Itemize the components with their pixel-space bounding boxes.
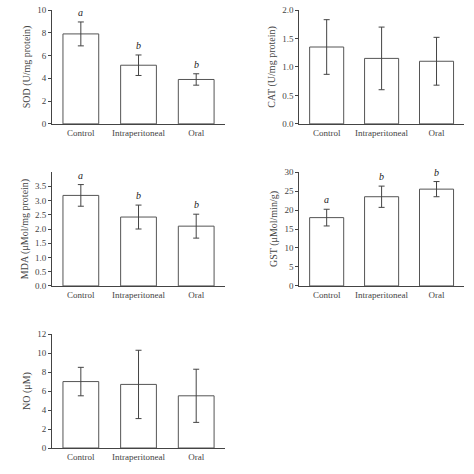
- svg-text:b: b: [136, 190, 141, 201]
- svg-text:1.5: 1.5: [35, 238, 47, 248]
- svg-text:1.0: 1.0: [35, 253, 47, 263]
- svg-text:Oral: Oral: [188, 452, 204, 462]
- svg-text:Oral: Oral: [188, 128, 204, 138]
- svg-text:20: 20: [284, 205, 294, 215]
- svg-text:6: 6: [42, 386, 47, 396]
- svg-text:b: b: [434, 167, 439, 178]
- svg-text:25: 25: [284, 186, 294, 196]
- svg-text:8: 8: [42, 367, 47, 377]
- svg-text:2.5: 2.5: [35, 210, 47, 220]
- svg-text:Control: Control: [67, 452, 95, 462]
- svg-text:2: 2: [42, 424, 47, 434]
- svg-text:Control: Control: [67, 128, 95, 138]
- svg-text:4: 4: [42, 405, 47, 415]
- svg-text:Control: Control: [67, 290, 95, 300]
- svg-text:NO (μM): NO (μM): [21, 372, 33, 410]
- svg-text:b: b: [194, 199, 199, 210]
- svg-text:1.0: 1.0: [282, 62, 294, 72]
- svg-text:Oral: Oral: [429, 290, 445, 300]
- svg-text:0.5: 0.5: [35, 267, 47, 277]
- svg-text:10: 10: [37, 348, 47, 358]
- svg-text:Intraperitoneal: Intraperitoneal: [112, 128, 165, 138]
- svg-text:3.5: 3.5: [35, 181, 47, 191]
- svg-text:Oral: Oral: [429, 128, 445, 138]
- svg-text:Oral: Oral: [188, 290, 204, 300]
- svg-text:10: 10: [284, 243, 294, 253]
- svg-text:Control: Control: [313, 290, 341, 300]
- svg-text:Intraperitoneal: Intraperitoneal: [355, 128, 408, 138]
- svg-text:2.0: 2.0: [282, 5, 294, 15]
- svg-text:8: 8: [42, 28, 47, 38]
- svg-text:5: 5: [289, 262, 294, 272]
- svg-text:3.0: 3.0: [35, 196, 47, 206]
- svg-text:GST (μMol/min/g): GST (μMol/min/g): [268, 191, 280, 267]
- svg-text:a: a: [78, 170, 83, 181]
- svg-text:Intraperitoneal: Intraperitoneal: [112, 452, 165, 462]
- svg-text:b: b: [136, 40, 141, 51]
- svg-text:30: 30: [284, 167, 294, 177]
- svg-text:12: 12: [37, 329, 46, 339]
- svg-text:0: 0: [289, 281, 294, 291]
- svg-text:2: 2: [42, 96, 47, 106]
- svg-text:15: 15: [284, 224, 294, 234]
- svg-text:MDA (μMol/mg protein): MDA (μMol/mg protein): [19, 179, 31, 279]
- svg-text:CAT (U/mg protein): CAT (U/mg protein): [266, 26, 278, 107]
- svg-text:b: b: [379, 171, 384, 182]
- svg-text:a: a: [324, 194, 329, 205]
- svg-text:0: 0: [42, 443, 47, 453]
- svg-text:0.0: 0.0: [35, 281, 47, 291]
- svg-text:a: a: [78, 7, 83, 18]
- svg-text:0.0: 0.0: [282, 119, 294, 129]
- svg-text:SOD (U/mg protein): SOD (U/mg protein): [21, 26, 33, 109]
- svg-text:10: 10: [37, 5, 47, 15]
- svg-text:Control: Control: [313, 128, 341, 138]
- svg-text:0.5: 0.5: [282, 91, 294, 101]
- svg-text:1.5: 1.5: [282, 34, 294, 44]
- svg-text:Intraperitoneal: Intraperitoneal: [355, 290, 408, 300]
- svg-text:Intraperitoneal: Intraperitoneal: [112, 290, 165, 300]
- svg-text:2.0: 2.0: [35, 224, 47, 234]
- svg-text:4: 4: [42, 73, 47, 83]
- svg-text:b: b: [194, 59, 199, 70]
- svg-text:0: 0: [42, 119, 47, 129]
- svg-text:6: 6: [42, 51, 47, 61]
